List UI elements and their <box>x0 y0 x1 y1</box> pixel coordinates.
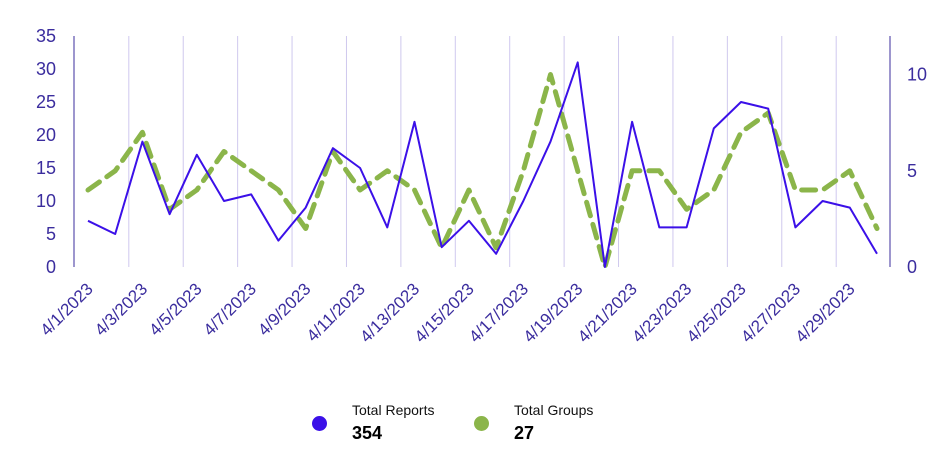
legend-dot-total-reports <box>312 416 327 431</box>
y-left-tick-label: 10 <box>36 191 56 211</box>
y-right-tick-label: 5 <box>907 161 917 181</box>
legend-value-total-reports: 354 <box>352 423 383 443</box>
chart: 0 5 10 15 20 25 30 35 0 5 10 4/1/20234/3/20234/5/… <box>36 26 927 346</box>
x-tick-label: 4/1/2023 <box>37 279 97 339</box>
y-left-tick-label: 35 <box>36 26 56 46</box>
series-layer <box>85 61 880 270</box>
y-left-ticks: 0 5 10 15 20 25 30 35 <box>36 26 56 277</box>
y-right-ticks: 0 5 10 <box>907 65 927 278</box>
y-right-tick-label: 10 <box>907 65 927 85</box>
series-line-total-groups <box>85 72 880 270</box>
y-left-tick-label: 30 <box>36 59 56 79</box>
legend-label-total-groups: Total Groups <box>514 402 594 418</box>
legend: Total Reports 354 Total Groups 27 <box>0 398 948 448</box>
y-right-tick-label: 0 <box>907 257 917 277</box>
series-line-total-reports <box>87 61 878 268</box>
y-left-tick-label: 0 <box>46 257 56 277</box>
y-left-tick-label: 5 <box>46 224 56 244</box>
x-tick-label: 4/3/2023 <box>91 279 151 339</box>
y-left-tick-label: 25 <box>36 92 56 112</box>
legend-value-total-groups: 27 <box>514 423 535 443</box>
x-ticks: 4/1/20234/3/20234/5/20234/7/20234/9/2023… <box>37 279 859 346</box>
legend-dot-total-groups <box>474 416 489 431</box>
x-tick-label: 4/7/2023 <box>200 279 260 339</box>
gridlines <box>128 36 837 267</box>
y-left-tick-label: 20 <box>36 125 56 145</box>
legend-label-total-reports: Total Reports <box>352 402 435 418</box>
x-tick-label: 4/5/2023 <box>145 279 205 339</box>
y-left-tick-label: 15 <box>36 158 56 178</box>
x-tick-label: 4/29/2023 <box>792 279 859 346</box>
